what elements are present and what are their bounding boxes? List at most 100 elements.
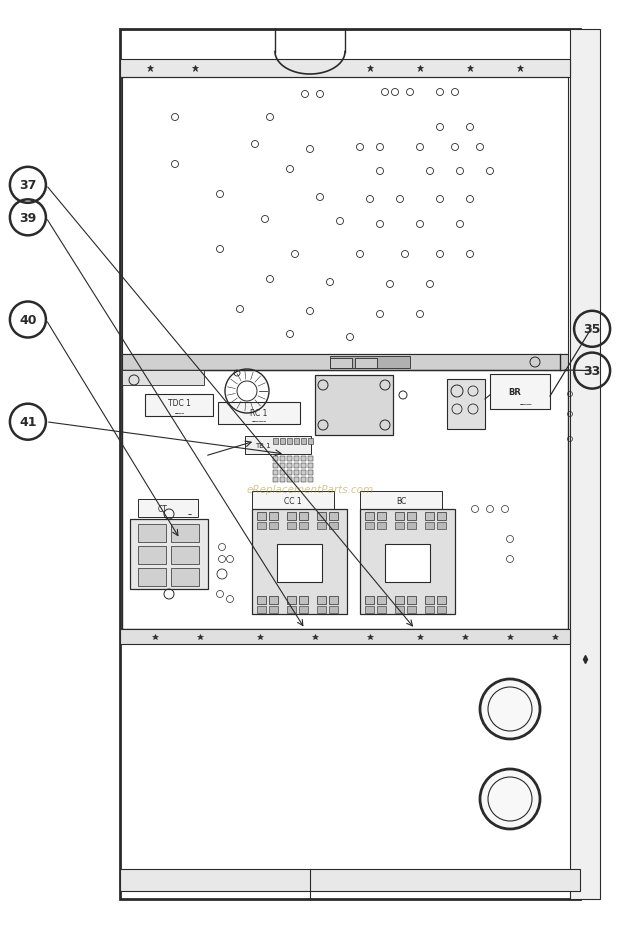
Bar (330, 358, 352, 368)
Bar (138, 524, 166, 542)
Bar (301, 478, 306, 483)
Text: TB 1: TB 1 (255, 443, 271, 448)
Bar (365, 522, 374, 530)
Bar (308, 478, 313, 483)
Bar (329, 512, 338, 521)
Bar (273, 470, 278, 475)
Bar (294, 478, 299, 483)
Bar (317, 512, 326, 521)
Bar (280, 478, 285, 483)
Bar (287, 463, 292, 469)
Bar (365, 597, 374, 604)
Bar (145, 394, 213, 417)
Bar (437, 522, 446, 530)
Bar (301, 463, 306, 469)
Bar (437, 606, 446, 613)
Text: 41: 41 (19, 416, 37, 429)
Bar (269, 606, 278, 613)
Text: ─────: ───── (519, 403, 531, 406)
Bar (317, 606, 326, 613)
Bar (437, 512, 446, 521)
Bar (425, 512, 434, 521)
Bar (294, 457, 299, 461)
Bar (490, 375, 550, 409)
Bar (365, 512, 374, 521)
Bar (273, 439, 278, 445)
Bar (360, 492, 442, 509)
Bar (329, 606, 338, 613)
Bar (425, 522, 434, 530)
Bar (120, 629, 570, 644)
Bar (252, 492, 334, 509)
Bar (294, 470, 299, 475)
Bar (287, 606, 296, 613)
Bar (425, 606, 434, 613)
Bar (280, 439, 285, 445)
Bar (299, 606, 308, 613)
Bar (122, 370, 568, 629)
Text: BC: BC (396, 496, 406, 505)
Bar (171, 547, 199, 564)
Bar (377, 597, 386, 604)
Bar (317, 522, 326, 530)
Bar (120, 869, 580, 891)
Bar (315, 376, 393, 435)
Bar (377, 606, 386, 613)
Circle shape (480, 769, 540, 829)
Bar (257, 597, 266, 604)
Bar (365, 606, 374, 613)
Text: 33: 33 (583, 365, 601, 378)
Text: 35: 35 (583, 323, 601, 336)
Text: 37: 37 (19, 179, 37, 192)
Bar (407, 606, 416, 613)
Bar (377, 512, 386, 521)
Bar (308, 463, 313, 469)
Bar (395, 606, 404, 613)
Bar (122, 78, 568, 354)
Bar (138, 568, 166, 586)
Bar (330, 356, 410, 368)
Text: 39: 39 (19, 212, 37, 225)
Bar (377, 522, 386, 530)
Bar (171, 524, 199, 542)
Bar (120, 60, 570, 78)
Bar (299, 522, 308, 530)
Bar (218, 403, 300, 424)
Text: RC 1: RC 1 (250, 408, 268, 417)
Bar (130, 520, 208, 589)
Bar (257, 522, 266, 530)
Bar (138, 547, 166, 564)
Bar (245, 436, 311, 455)
Bar (280, 457, 285, 461)
Bar (277, 545, 322, 583)
Bar (299, 512, 308, 521)
Bar (269, 522, 278, 530)
Bar (395, 597, 404, 604)
Bar (407, 512, 416, 521)
Text: 40: 40 (19, 314, 37, 327)
Text: ────: ──── (174, 411, 184, 416)
Bar (407, 597, 416, 604)
Bar (273, 457, 278, 461)
Bar (437, 597, 446, 604)
Bar (425, 597, 434, 604)
Bar (395, 512, 404, 521)
Bar (355, 358, 377, 368)
Bar (407, 522, 416, 530)
Bar (294, 463, 299, 469)
Bar (301, 457, 306, 461)
Text: ──: ── (187, 512, 192, 517)
Bar (252, 509, 347, 614)
Bar (273, 478, 278, 483)
Text: TDC 1: TDC 1 (167, 399, 190, 408)
Bar (120, 30, 580, 899)
Bar (447, 380, 485, 430)
Bar (308, 439, 313, 445)
Circle shape (480, 679, 540, 740)
Bar (287, 478, 292, 483)
Bar (287, 597, 296, 604)
Text: BR: BR (508, 388, 521, 396)
Bar (299, 597, 308, 604)
Bar (287, 522, 296, 530)
Bar (257, 606, 266, 613)
